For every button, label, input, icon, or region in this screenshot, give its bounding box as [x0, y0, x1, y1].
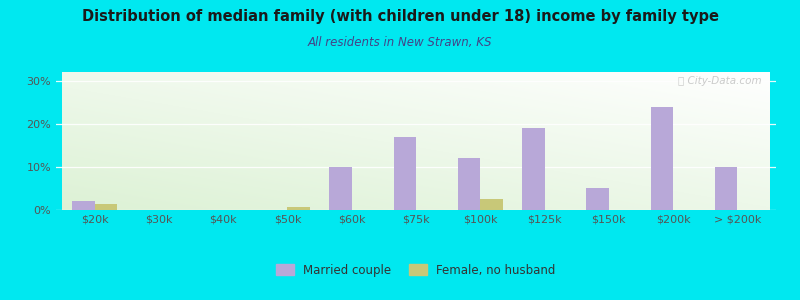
- Bar: [287, 206, 310, 210]
- Bar: [94, 203, 117, 210]
- Text: All residents in New Strawn, KS: All residents in New Strawn, KS: [308, 36, 492, 49]
- Text: Ⓢ City-Data.com: Ⓢ City-Data.com: [678, 76, 762, 86]
- Bar: [650, 106, 673, 210]
- Bar: [715, 167, 738, 210]
- Text: Distribution of median family (with children under 18) income by family type: Distribution of median family (with chil…: [82, 9, 718, 24]
- Legend: Married couple, Female, no husband: Married couple, Female, no husband: [271, 259, 561, 281]
- Bar: [330, 167, 352, 210]
- Bar: [586, 188, 609, 210]
- Bar: [394, 137, 416, 210]
- Bar: [480, 199, 502, 210]
- Bar: [522, 128, 545, 210]
- Bar: [458, 158, 480, 210]
- Bar: [72, 201, 94, 210]
